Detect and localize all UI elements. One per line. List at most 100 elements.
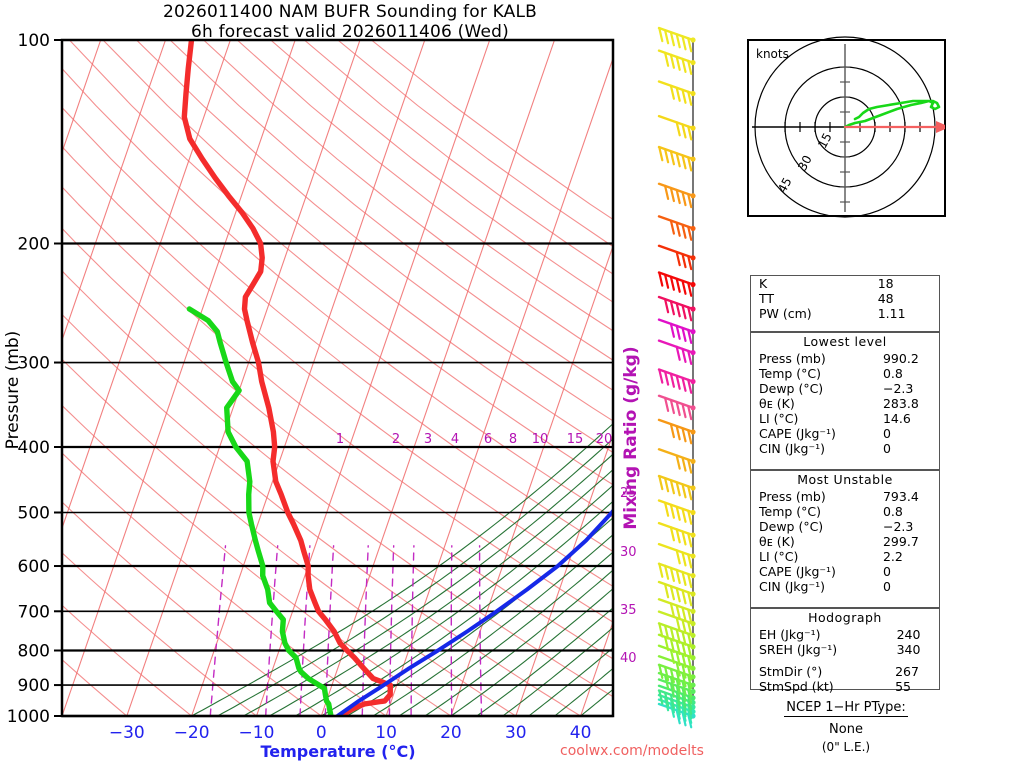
wind-barb: [657, 394, 696, 421]
curve-dewpoint: [186, 306, 334, 716]
temperature-tick: 20: [440, 723, 462, 743]
wind-barb: [657, 215, 696, 241]
wind-barb: [657, 678, 696, 704]
table-row: K 18: [751, 276, 939, 291]
row-key: StmDir (°): [759, 664, 823, 679]
pressure-tick: 500: [18, 504, 50, 524]
hodograph-trace: [843, 99, 941, 129]
wind-barb: [657, 368, 696, 394]
mixing-ratio-labels: 1 2 3 4 6 8 10 15 20 25 30 35 40: [336, 432, 637, 666]
row-key: StmSpd (kt): [759, 679, 834, 694]
pressure-tick: 1000: [7, 707, 50, 727]
row-key: CAPE (Jkg⁻¹): [759, 426, 836, 441]
temperature-tick: −30: [109, 723, 145, 743]
temperature-tick: −20: [174, 723, 210, 743]
row-key: θᴇ (K): [759, 396, 795, 411]
row-key: Press (mb): [759, 351, 826, 366]
table-row: TT 48: [751, 291, 939, 306]
pressure-axis-label: Pressure (mb): [3, 331, 23, 450]
table-row: Temp (°C) 0.8: [751, 504, 939, 519]
temperature-axis-label: Temperature (°C): [260, 742, 415, 761]
temperature-tick: 0: [316, 723, 327, 743]
table-row: CAPE (Jkg⁻¹) 0: [751, 426, 939, 441]
hodograph-stats-panel: Hodograph EH (Jkg⁻¹) 240 SREH (Jkg⁻¹) 340 S…: [750, 608, 940, 694]
row-key: SREH (Jkg⁻¹): [759, 642, 838, 657]
table-row: SREH (Jkg⁻¹) 340: [751, 642, 939, 657]
row-key: Temp (°C): [759, 504, 822, 519]
temperature-tick: 30: [505, 723, 527, 743]
row-key: θᴇ (K): [759, 534, 795, 549]
title-line-2: 6h forecast valid 2026011406 (Wed): [191, 22, 509, 42]
table-row: StmDir (°) 267: [751, 664, 939, 679]
wind-barb: [657, 622, 696, 648]
wind-barb: [657, 80, 696, 106]
wind-barb: [657, 339, 696, 365]
mixing-ratio-tick: 4: [451, 432, 459, 447]
row-value: 55: [895, 679, 912, 694]
wind-barb: [657, 671, 696, 698]
pressure-tick: 600: [18, 557, 50, 577]
wind-barb: [657, 49, 696, 76]
table-row: LI (°C) 2.2: [751, 549, 939, 564]
row-value: 0.8: [882, 366, 903, 381]
row-key: Dewp (°C): [759, 381, 824, 396]
row-value: 793.4: [882, 489, 919, 504]
most-unstable-panel: Most Unstable Press (mb) 793.4 Temp (°C) 0.…: [750, 470, 940, 608]
row-value: 240: [896, 627, 921, 642]
wind-barb: [657, 684, 696, 711]
wind-barb: [657, 633, 696, 660]
mixing-ratio-tick: 1: [336, 432, 344, 447]
row-key: TT: [759, 291, 775, 306]
pressure-tick: 300: [18, 354, 50, 374]
row-key: PW (cm): [759, 306, 812, 321]
pressure-tick: 100: [18, 31, 50, 51]
row-value: 990.2: [882, 351, 919, 366]
row-key: LI (°C): [759, 411, 799, 426]
wind-barb: [657, 655, 696, 681]
wind-barb: [657, 521, 696, 548]
pressure-tick: 700: [18, 602, 50, 622]
ptype-liquid-equivalent: (0" L.E.): [821, 740, 871, 754]
row-value: 267: [895, 664, 919, 679]
wind-barb: [657, 295, 696, 322]
row-key: LI (°C): [759, 549, 799, 564]
row-key: CAPE (Jkg⁻¹): [759, 564, 836, 579]
mixing-ratio-side-tick: 25: [620, 486, 637, 501]
row-key: CIN (Jkg⁻¹): [759, 441, 825, 456]
wind-barb: [657, 418, 696, 445]
mixing-ratio-side-tick: 30: [620, 545, 637, 560]
table-row: CAPE (Jkg⁻¹) 0: [751, 564, 939, 579]
table-row: Press (mb) 990.2: [751, 351, 939, 366]
page-title: 2026011400 NAM BUFR Sounding for KALB 6h…: [0, 2, 700, 42]
row-value: 1.11: [877, 306, 906, 321]
wind-barb: [657, 244, 696, 271]
watermark: coolwx.com/modelts: [560, 743, 704, 759]
most-unstable-title: Most Unstable: [797, 472, 893, 487]
row-key: Temp (°C): [759, 366, 822, 381]
wind-barb: [657, 318, 696, 344]
pressure-axis: 100 200 300 400 500 600 700 800 900 1000: [7, 31, 62, 727]
curve-parcel: [335, 507, 613, 716]
row-value: 0: [882, 426, 891, 441]
hodograph-units-label: knots: [756, 47, 789, 61]
row-key: CIN (Jkg⁻¹): [759, 579, 825, 594]
table-row: Press (mb) 793.4: [751, 489, 939, 504]
row-key: K: [759, 276, 768, 291]
table-row: Temp (°C) 0.8: [751, 366, 939, 381]
hodograph-ring-label: 30: [795, 153, 815, 173]
wind-barb: [657, 114, 696, 141]
wind-barb: [657, 474, 696, 501]
wind-barb: [657, 271, 696, 297]
row-value: 299.7: [882, 534, 919, 549]
mixing-ratio-tick: 20: [596, 432, 613, 447]
mixing-ratio-tick: 10: [532, 432, 549, 447]
indices-panel: K 18 TT 48 PW (cm) 1.11: [750, 275, 940, 332]
ptype-block: NCEP 1−Hr PType: None (0" L.E.): [750, 700, 942, 754]
table-row: StmSpd (kt) 55: [751, 679, 939, 694]
storm-motion-arrow: [936, 121, 945, 133]
row-key: EH (Jkg⁻¹): [759, 627, 821, 642]
row-value: 0: [882, 564, 891, 579]
row-value: 14.6: [882, 411, 911, 426]
curve-temperature: [181, 40, 393, 716]
